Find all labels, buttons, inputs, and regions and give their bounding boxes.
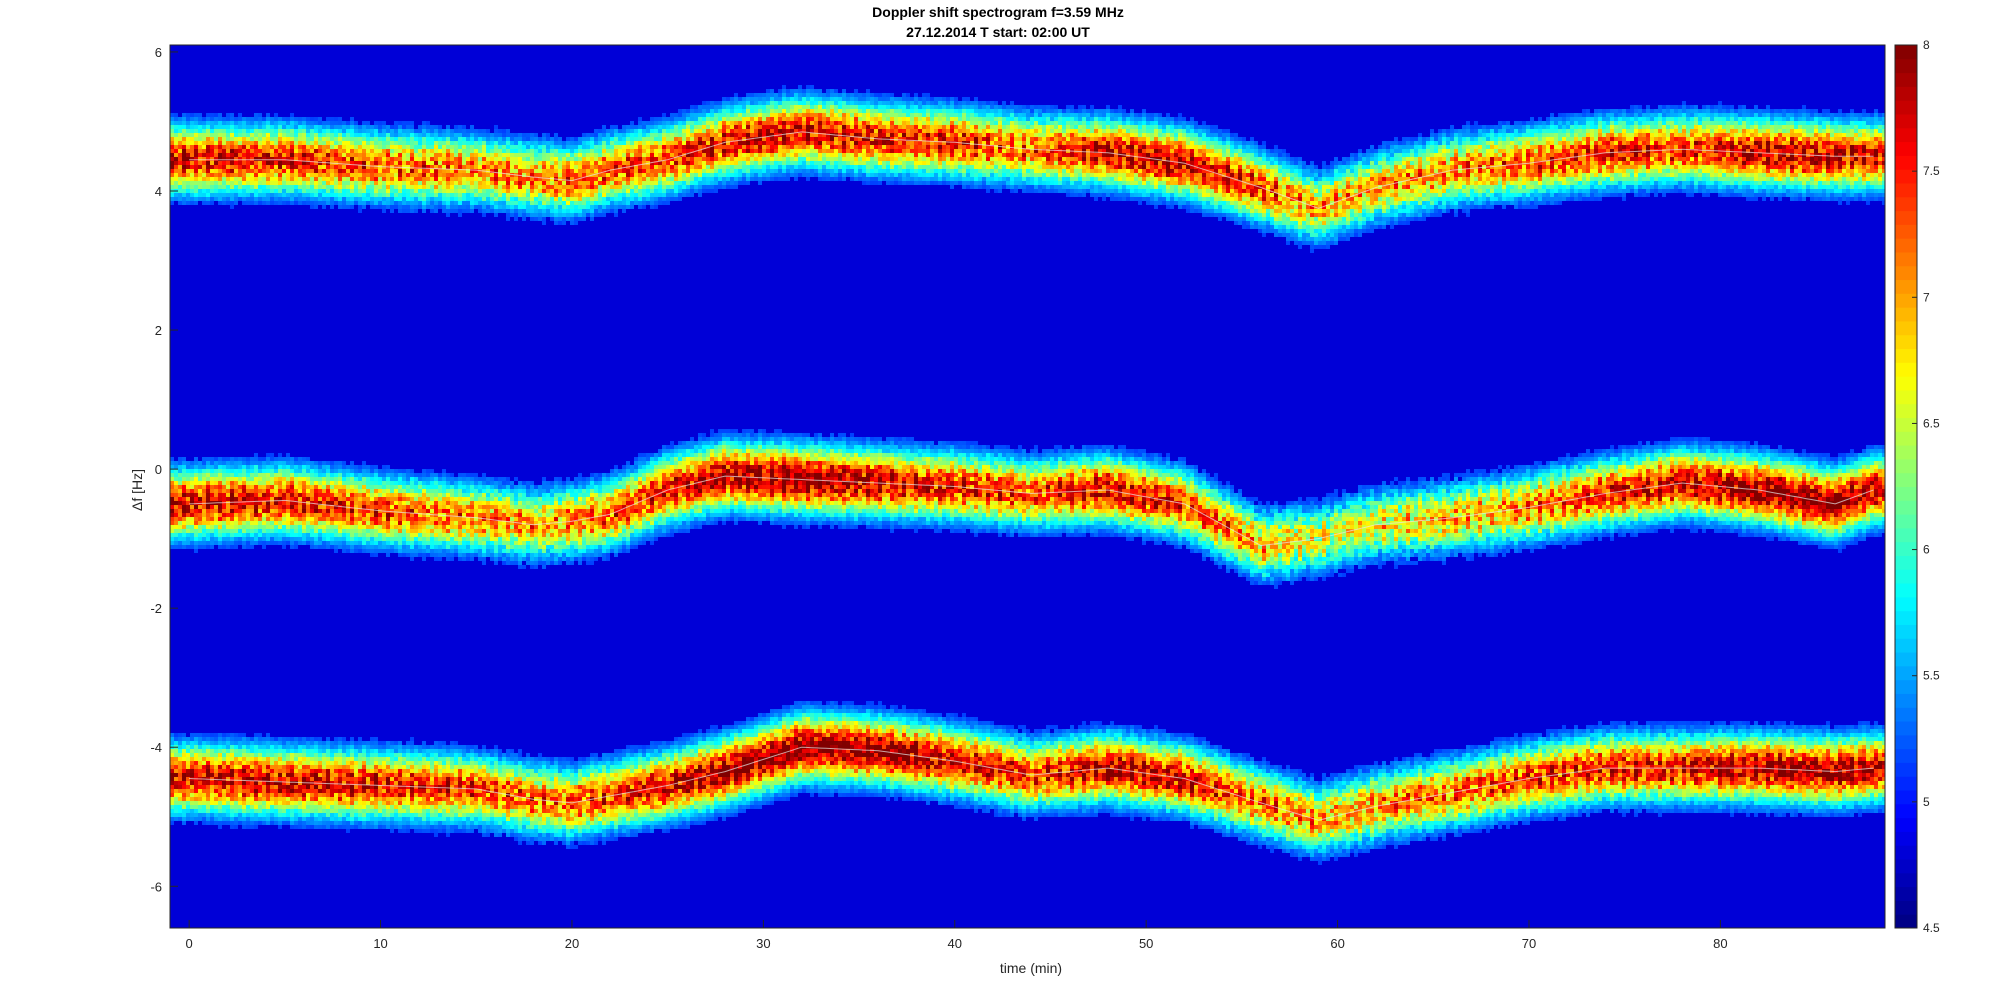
y-axis: -6 -4 -2 0 2 4 6 [150, 45, 178, 894]
plot-frame [169, 44, 1886, 929]
colorbar-tick-label: 5.5 [1923, 669, 1940, 683]
spectrogram-heatmap [170, 45, 1885, 928]
colorbar-tick-label: 5 [1923, 795, 1930, 809]
x-tick-label: 20 [565, 936, 579, 951]
y-tick-label: 2 [155, 323, 162, 338]
y-axis-label: Δf [Hz] [129, 469, 145, 511]
x-axis: 0 10 20 30 40 50 60 70 80 [186, 920, 1728, 951]
y-tick-label: 0 [155, 462, 162, 477]
colorbar-tick-label: 8 [1923, 38, 1930, 52]
x-tick-label: 70 [1522, 936, 1536, 951]
y-tick-label: -2 [150, 601, 162, 616]
colorbar-tick-label: 7.5 [1923, 164, 1940, 178]
y-tick-label: -6 [150, 879, 162, 894]
x-tick-label: 30 [756, 936, 770, 951]
colorbar-tick-label: 6 [1923, 543, 1930, 557]
y-tick-label: 6 [155, 45, 162, 60]
colorbar-tick-label: 4.5 [1923, 921, 1940, 935]
x-tick-label: 50 [1139, 936, 1153, 951]
colorbar-frame [1894, 44, 1918, 929]
doppler-trace-2 [189, 475, 1874, 547]
x-tick-label: 80 [1713, 936, 1727, 951]
colorbar: 4.5 5 5.5 6 6.5 7 7.5 8 [1894, 38, 1940, 935]
doppler-trace-3 [189, 746, 1874, 821]
doppler-trace-1 [189, 131, 1874, 209]
x-tick-label: 40 [948, 936, 962, 951]
x-axis-label: time (min) [1000, 960, 1062, 976]
chart-title: Doppler shift spectrogram f=3.59 MHz [872, 4, 1124, 20]
x-tick-label: 10 [373, 936, 387, 951]
y-tick-label: -4 [150, 740, 162, 755]
x-tick-label: 0 [186, 936, 193, 951]
chart-subtitle: 27.12.2014 T start: 02:00 UT [906, 24, 1090, 40]
colorbar-tick-label: 6.5 [1923, 416, 1940, 430]
colorbar-tick-label: 7 [1923, 290, 1930, 304]
y-tick-label: 4 [155, 184, 162, 199]
x-tick-label: 60 [1330, 936, 1344, 951]
